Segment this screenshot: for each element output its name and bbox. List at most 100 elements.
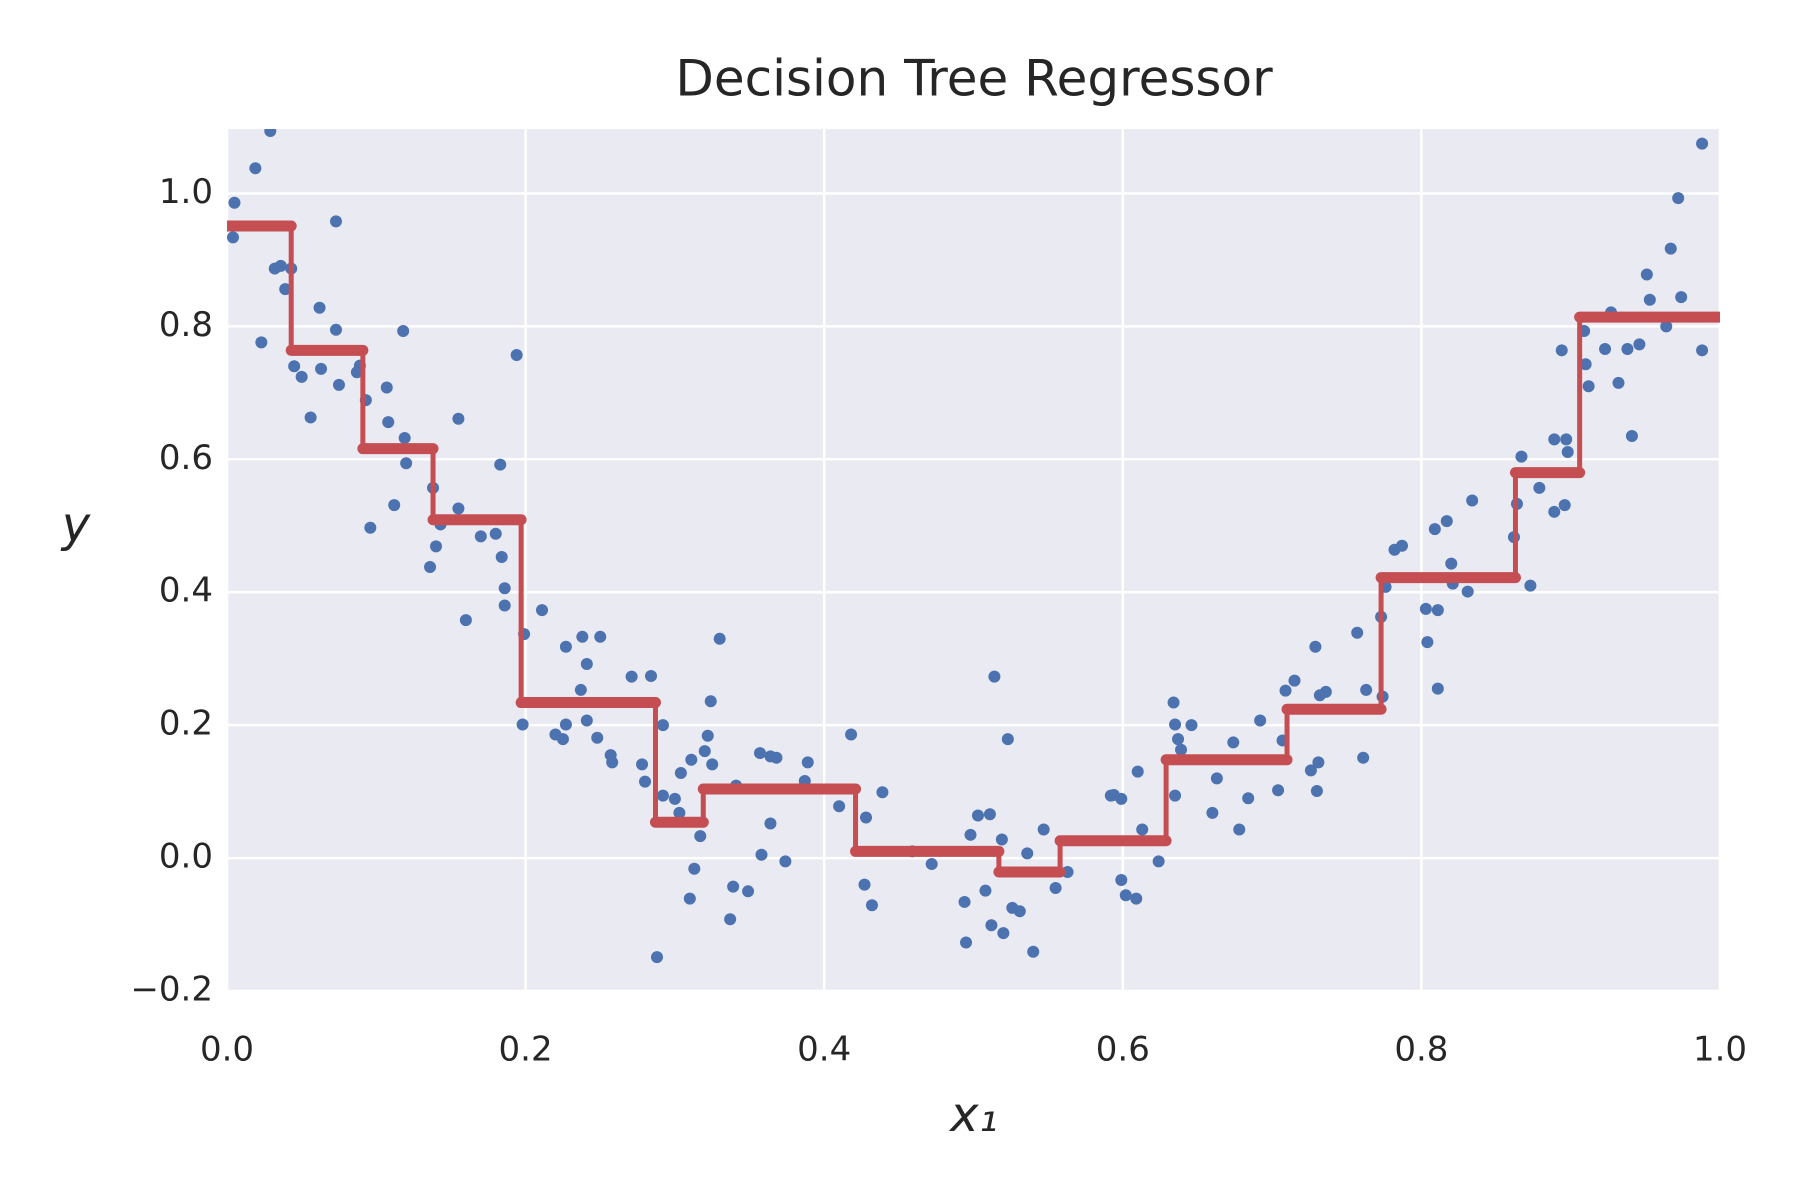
data-point <box>985 919 998 932</box>
data-point <box>388 499 401 512</box>
x-tick-label: 0.0 <box>200 1030 254 1070</box>
data-point <box>724 913 737 926</box>
data-point <box>694 830 707 843</box>
data-point <box>264 129 277 137</box>
data-point <box>430 540 443 553</box>
data-point <box>704 695 717 708</box>
data-point <box>1625 430 1638 443</box>
data-point <box>801 756 814 769</box>
data-point <box>1233 823 1246 836</box>
data-point <box>755 848 768 861</box>
data-point <box>979 884 992 897</box>
data-point <box>673 806 686 819</box>
data-point <box>960 936 973 949</box>
data-point <box>559 640 572 653</box>
data-point <box>1210 772 1223 785</box>
data-point <box>1272 784 1285 797</box>
data-point <box>1640 268 1653 281</box>
data-point <box>1169 718 1182 731</box>
data-point <box>636 758 649 771</box>
data-point <box>474 530 487 543</box>
data-point <box>510 348 523 361</box>
data-point <box>1696 137 1709 150</box>
data-point <box>683 892 696 905</box>
data-point <box>1440 515 1453 528</box>
data-point <box>1533 481 1546 494</box>
data-point <box>1561 446 1574 459</box>
data-point <box>964 828 977 841</box>
data-point <box>1395 539 1408 552</box>
data-point <box>1599 342 1612 355</box>
data-point <box>489 527 502 540</box>
data-point <box>1621 342 1634 355</box>
y-tick-label: 0.8 <box>159 305 213 345</box>
data-point <box>516 718 529 731</box>
data-point <box>255 336 268 349</box>
data-point <box>1515 450 1528 463</box>
data-point <box>495 551 508 564</box>
data-point <box>1206 806 1219 819</box>
data-point <box>1664 242 1677 255</box>
data-point <box>1431 682 1444 695</box>
data-point <box>727 880 740 893</box>
data-point <box>1169 789 1182 802</box>
data-point <box>606 756 619 769</box>
data-point <box>876 786 889 799</box>
data-point <box>498 599 511 612</box>
data-point <box>304 411 317 424</box>
data-point <box>1548 505 1561 518</box>
data-point <box>288 360 301 373</box>
data-point <box>452 412 465 425</box>
data-point <box>1672 192 1685 205</box>
x-tick-label: 1.0 <box>1693 1030 1747 1070</box>
data-point <box>1560 433 1573 446</box>
data-point <box>397 325 410 338</box>
data-point <box>536 604 549 617</box>
y-tick-label: −0.2 <box>130 970 213 1010</box>
data-point <box>754 747 767 760</box>
data-point <box>227 231 239 244</box>
data-point <box>1027 945 1040 958</box>
data-point <box>1310 784 1323 797</box>
data-point <box>1558 499 1571 512</box>
data-point <box>1461 585 1474 598</box>
data-point <box>1115 792 1128 805</box>
data-point <box>576 630 589 643</box>
data-point <box>1524 579 1537 592</box>
data-point <box>498 582 511 595</box>
data-point <box>494 458 507 471</box>
data-point <box>858 878 871 891</box>
data-point <box>1013 905 1026 918</box>
data-point <box>1579 358 1592 371</box>
plot-area <box>227 129 1720 991</box>
data-point <box>1696 344 1709 357</box>
data-point <box>332 378 345 391</box>
data-point <box>1319 685 1332 698</box>
data-point <box>364 521 377 534</box>
data-point <box>1037 823 1050 836</box>
data-point <box>713 632 726 645</box>
data-point <box>1357 751 1370 764</box>
data-point <box>860 811 873 824</box>
data-point <box>1021 847 1034 860</box>
data-point <box>1288 674 1301 687</box>
data-point <box>594 630 607 643</box>
data-point <box>698 745 711 758</box>
data-point <box>315 362 328 375</box>
y-tick-label: 0.0 <box>159 837 213 877</box>
data-point <box>574 683 587 696</box>
data-point <box>249 162 262 175</box>
x-axis-label: x₁ <box>948 1087 998 1143</box>
data-point <box>1131 765 1144 778</box>
data-point <box>452 502 465 515</box>
data-point <box>1643 293 1656 306</box>
data-point <box>1167 696 1180 709</box>
data-point <box>329 323 342 336</box>
data-point <box>674 767 687 780</box>
data-point <box>556 733 569 746</box>
data-point <box>1136 823 1149 836</box>
data-point <box>1612 376 1625 389</box>
data-point <box>833 800 846 813</box>
data-point <box>1351 626 1364 639</box>
data-point <box>1555 344 1568 357</box>
